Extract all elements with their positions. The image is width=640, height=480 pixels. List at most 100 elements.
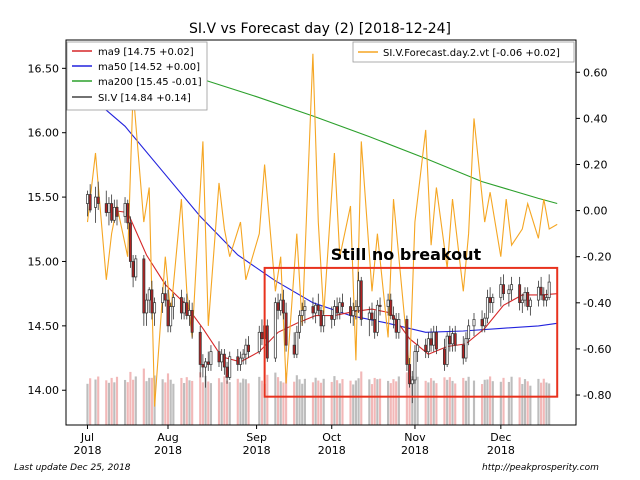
volume-bar <box>405 372 408 425</box>
candle <box>349 297 352 324</box>
candle <box>314 302 318 324</box>
volume-bar <box>448 377 451 425</box>
candle <box>134 255 138 281</box>
volume-bar <box>510 376 513 425</box>
volume-bar <box>357 378 360 425</box>
volume-bar <box>220 382 223 425</box>
candle-body <box>295 331 299 355</box>
volume-bar <box>333 376 336 425</box>
candle <box>257 325 261 355</box>
volume-bar <box>537 378 540 425</box>
candle-body <box>303 306 307 311</box>
candle-body <box>150 289 154 314</box>
x-tick-label: Dec <box>490 431 511 444</box>
candle <box>359 276 363 326</box>
volume-bar <box>424 380 427 425</box>
candle-body <box>405 319 409 365</box>
candle <box>335 297 339 320</box>
candle-body <box>464 338 468 359</box>
legend-left: ma9 [14.75 +0.02] ma50 [14.52 +0.00] ma2… <box>66 41 208 111</box>
candle-body <box>228 356 232 378</box>
candle <box>201 354 205 378</box>
volume-bar <box>228 382 231 425</box>
volume-bar <box>480 384 484 425</box>
volume-bar <box>352 384 355 425</box>
volume-bar <box>322 378 325 425</box>
candle-body <box>169 306 173 327</box>
candle <box>163 280 167 307</box>
candle <box>217 341 221 368</box>
volume-bar <box>295 375 298 425</box>
candle <box>147 287 151 313</box>
candle <box>375 300 379 337</box>
right-tick-label: 0.00 <box>583 205 608 218</box>
candle <box>123 197 127 223</box>
candle <box>96 181 100 210</box>
candle <box>185 293 189 320</box>
candle-body <box>276 302 280 311</box>
volume-bar <box>467 376 470 425</box>
candle-body <box>153 302 157 314</box>
candle <box>94 186 97 223</box>
candle-body <box>397 319 401 333</box>
volume-bar <box>429 378 433 425</box>
volume-bar <box>150 377 153 425</box>
candle-body <box>88 194 92 211</box>
candle-body <box>461 344 465 359</box>
candle-body <box>536 286 540 301</box>
candle-body <box>370 312 374 320</box>
candle <box>239 351 242 371</box>
candle-body <box>112 207 116 221</box>
candle-body <box>179 297 183 314</box>
annotation-text: Still no breakout <box>331 245 482 264</box>
volume-bar <box>107 382 111 425</box>
volume-bar <box>183 382 186 425</box>
candle-body <box>96 196 100 204</box>
candle <box>338 297 342 320</box>
volume-bar <box>301 383 304 425</box>
volume-bar <box>360 371 363 425</box>
candle <box>115 199 119 226</box>
volume-bar <box>368 379 371 425</box>
volume-bar <box>354 380 357 425</box>
candle-body <box>142 258 146 314</box>
right-tick-label: 0.20 <box>583 158 608 171</box>
candle-body <box>104 203 108 213</box>
candle-body <box>367 312 371 320</box>
volume-bar <box>451 380 454 425</box>
volume-bar <box>303 378 306 425</box>
candle <box>300 302 304 326</box>
volume-layer <box>86 368 551 425</box>
volume-bar <box>435 383 438 425</box>
candle <box>386 293 390 316</box>
candle <box>448 325 452 352</box>
volume-bar <box>387 380 390 425</box>
candle-body <box>190 310 194 333</box>
candle <box>354 300 358 320</box>
candle-body <box>451 333 454 345</box>
candle-body <box>311 306 315 314</box>
candle-body <box>424 344 428 352</box>
volume-bar <box>392 379 395 425</box>
candle <box>104 190 108 217</box>
x-tick-label: Jul <box>80 431 94 444</box>
legend-label-ma50: ma50 [14.52 +0.00] <box>98 62 200 73</box>
candle <box>198 325 202 378</box>
annotation: Still no breakout <box>263 245 559 398</box>
candle <box>472 312 476 337</box>
candle <box>236 349 240 371</box>
volume-bar <box>199 372 202 425</box>
candle-body <box>429 338 433 346</box>
volume-bar <box>223 376 226 425</box>
candle <box>378 297 382 316</box>
candle-body <box>201 364 205 368</box>
volume-bar <box>464 380 468 425</box>
candle <box>332 300 336 326</box>
volume-bar <box>239 382 242 425</box>
left-tick-label: 15.00 <box>28 255 60 268</box>
volume-bar <box>123 379 127 425</box>
volume-bar <box>395 381 398 425</box>
volume-bar <box>542 378 545 425</box>
candles <box>86 181 551 404</box>
candle-body <box>354 306 358 311</box>
